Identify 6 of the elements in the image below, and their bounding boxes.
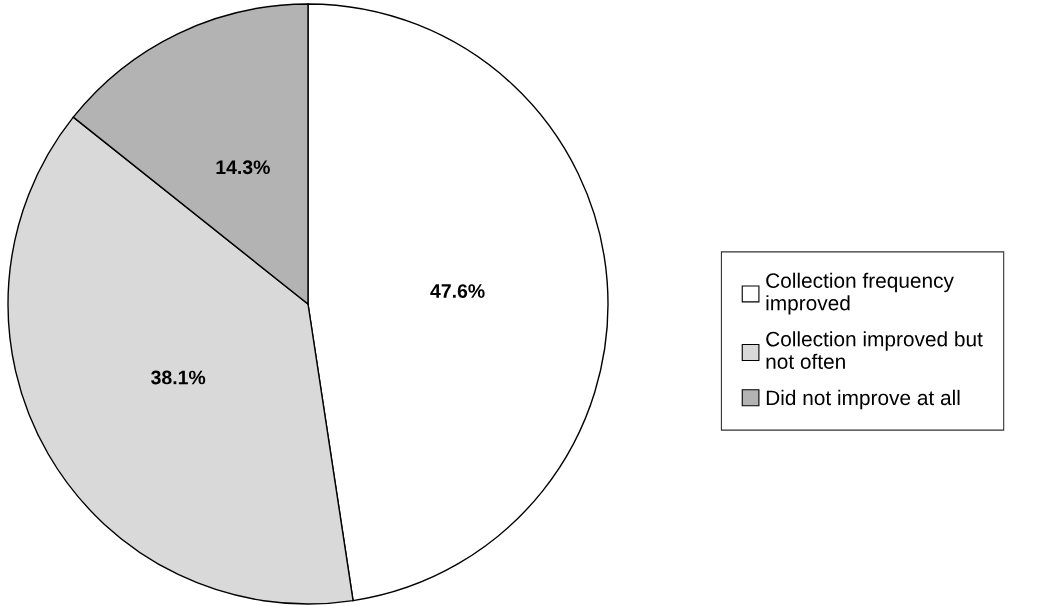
legend-label: Collection frequency improved	[766, 272, 954, 315]
legend-label: Collection improved but not often	[766, 331, 983, 369]
data-label: 38.1%	[151, 370, 206, 385]
legend-label: Did not improve at all	[766, 389, 960, 410]
data-label: 47.6%	[430, 284, 485, 298]
data-label: 14.3%	[216, 160, 270, 175]
